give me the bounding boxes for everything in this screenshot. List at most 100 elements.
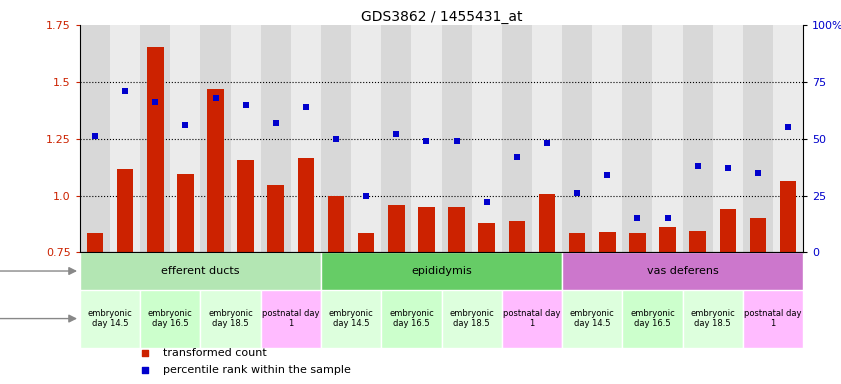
Point <box>631 215 644 221</box>
Bar <box>749 218 766 252</box>
Bar <box>442 25 472 252</box>
Text: embryonic
day 14.5: embryonic day 14.5 <box>570 309 615 328</box>
Bar <box>562 290 622 348</box>
Point <box>359 192 373 199</box>
Point <box>570 190 584 196</box>
Bar <box>237 160 254 252</box>
Bar <box>743 25 773 252</box>
Point <box>138 367 151 373</box>
Point <box>751 170 764 176</box>
Point <box>209 95 222 101</box>
Bar <box>80 25 110 252</box>
Point <box>450 138 463 144</box>
Bar <box>653 25 683 252</box>
Bar <box>80 290 140 348</box>
Text: postnatal day
1: postnatal day 1 <box>744 309 801 328</box>
Bar <box>230 25 261 252</box>
Bar <box>200 290 261 348</box>
Bar <box>720 209 736 252</box>
Bar <box>321 290 381 348</box>
Text: vas deferens: vas deferens <box>647 266 718 276</box>
Bar <box>569 233 585 252</box>
Point <box>781 124 795 131</box>
Point <box>420 138 433 144</box>
Bar <box>502 25 532 252</box>
Bar <box>140 25 170 252</box>
Bar <box>683 25 712 252</box>
Bar <box>562 252 803 290</box>
Bar <box>321 25 351 252</box>
Text: postnatal day
1: postnatal day 1 <box>262 309 320 328</box>
Text: tissue: tissue <box>0 266 76 276</box>
Bar <box>388 205 405 252</box>
Text: epididymis: epididymis <box>411 266 472 276</box>
Bar <box>509 220 525 252</box>
Bar <box>780 181 796 252</box>
Bar <box>683 290 743 348</box>
Bar <box>87 233 103 252</box>
Bar <box>629 233 646 252</box>
Text: transformed count: transformed count <box>163 348 267 358</box>
Point <box>661 215 674 221</box>
Bar <box>743 290 803 348</box>
Point <box>149 99 162 105</box>
Bar <box>622 25 653 252</box>
Text: development stage: development stage <box>0 314 76 324</box>
Bar <box>80 252 321 290</box>
Point <box>510 154 524 160</box>
Bar <box>261 290 321 348</box>
Bar <box>358 233 374 252</box>
Point <box>330 136 343 142</box>
Point <box>119 88 132 94</box>
Point <box>269 120 283 126</box>
Text: embryonic
day 16.5: embryonic day 16.5 <box>148 309 193 328</box>
Bar <box>442 290 502 348</box>
Text: embryonic
day 18.5: embryonic day 18.5 <box>449 309 494 328</box>
Bar <box>352 25 381 252</box>
Point <box>691 163 705 169</box>
Bar <box>479 223 495 252</box>
Bar <box>117 169 134 252</box>
Point <box>389 131 403 137</box>
Text: embryonic
day 14.5: embryonic day 14.5 <box>329 309 373 328</box>
Bar <box>177 174 193 252</box>
Bar <box>381 290 442 348</box>
Bar <box>539 194 555 252</box>
Bar <box>411 25 442 252</box>
Text: embryonic
day 14.5: embryonic day 14.5 <box>87 309 132 328</box>
Bar <box>622 290 683 348</box>
Bar <box>140 290 200 348</box>
Point <box>299 104 313 110</box>
Point <box>178 122 192 128</box>
Bar <box>207 89 224 252</box>
Bar <box>418 207 435 252</box>
Text: embryonic
day 16.5: embryonic day 16.5 <box>630 309 674 328</box>
Text: embryonic
day 16.5: embryonic day 16.5 <box>389 309 434 328</box>
Bar <box>200 25 230 252</box>
Bar <box>502 290 562 348</box>
Bar <box>659 227 676 252</box>
Bar <box>592 25 622 252</box>
Bar <box>472 25 502 252</box>
Bar <box>328 195 344 252</box>
Bar <box>773 25 803 252</box>
Bar <box>448 207 465 252</box>
Point <box>600 172 614 178</box>
Bar <box>170 25 200 252</box>
Point <box>239 101 252 108</box>
Bar <box>381 25 411 252</box>
Bar <box>321 252 562 290</box>
Bar <box>267 185 284 252</box>
Bar <box>712 25 743 252</box>
Text: efferent ducts: efferent ducts <box>161 266 240 276</box>
Point <box>721 165 734 171</box>
Bar <box>599 232 616 252</box>
Title: GDS3862 / 1455431_at: GDS3862 / 1455431_at <box>361 10 522 24</box>
Point <box>540 140 553 146</box>
Bar <box>298 158 315 252</box>
Bar <box>690 231 706 252</box>
Point <box>88 133 102 139</box>
Bar <box>562 25 592 252</box>
Point <box>138 350 151 356</box>
Bar <box>147 46 163 252</box>
